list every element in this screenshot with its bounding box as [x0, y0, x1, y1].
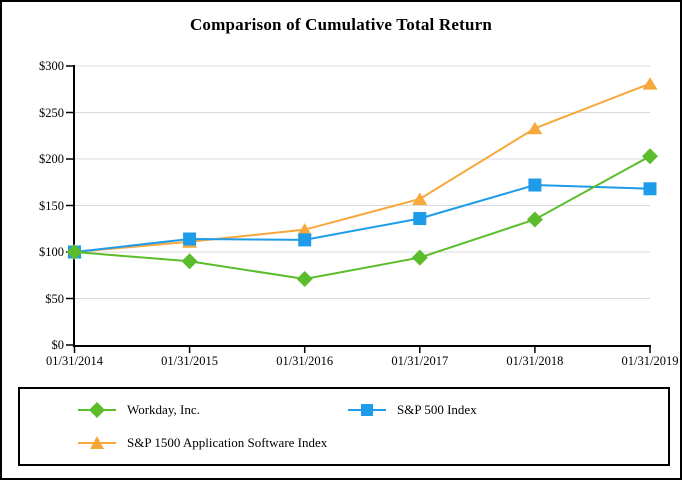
legend-label-sp500: S&P 500 Index	[397, 402, 477, 417]
series-marker-workday-inc	[296, 270, 313, 287]
y-axis-label: $0	[51, 338, 65, 352]
y-axis-label: $150	[39, 198, 64, 213]
x-axis-label: 01/31/2015	[161, 354, 219, 368]
sp500-square-marker-icon	[348, 404, 386, 416]
series-line-s-p-500-index	[74, 184, 651, 253]
series-line-workday-inc	[74, 155, 651, 280]
series-marker-s-p-1500-application-software-index	[412, 192, 428, 205]
series-marker-s-p-1500-application-software-index	[642, 77, 658, 90]
x-axis-label: 01/31/2018	[506, 354, 564, 368]
workday-diamond-marker-icon	[78, 402, 116, 418]
series-marker-s-p-1500-application-software-index	[297, 223, 313, 236]
sp1500-triangle-marker-icon	[78, 436, 116, 449]
y-axis-label: $300	[39, 59, 64, 73]
series-marker-s-p-1500-application-software-index	[527, 121, 543, 135]
series-marker-s-p-500-index	[413, 212, 427, 226]
legend-item-sp1500: S&P 1500 Application Software Index	[77, 434, 477, 452]
series-marker-s-p-500-index	[528, 178, 542, 192]
legend-label-sp1500: S&P 1500 Application Software Index	[127, 435, 328, 450]
series-marker-workday-inc	[411, 249, 428, 266]
legend-label-workday: Workday, Inc.	[127, 402, 200, 417]
series-marker-s-p-500-index	[183, 232, 197, 246]
x-axis-label: 01/31/2014	[46, 354, 103, 368]
x-axis-label: 01/31/2019	[621, 354, 679, 368]
x-axis-label: 01/31/2016	[276, 354, 334, 368]
chart-title: Comparison of Cumulative Total Return	[189, 15, 493, 34]
legend: Workday, Inc. S&P 500 Index S&P 1500 App…	[18, 387, 670, 466]
y-axis-label: $250	[39, 105, 64, 120]
series-line-s-p-1500-application-software-index	[74, 82, 651, 253]
legend-item-sp500: S&P 500 Index	[347, 401, 607, 419]
legend-item-workday: Workday, Inc.	[77, 401, 337, 419]
series-marker-workday-inc	[642, 148, 658, 165]
series-marker-workday-inc	[66, 244, 83, 260]
y-axis-label: $50	[45, 291, 64, 306]
series-marker-s-p-500-index	[298, 233, 312, 247]
x-axis-label: 01/31/2017	[391, 354, 449, 368]
y-axis-label: $100	[39, 245, 64, 259]
series-marker-workday-inc	[181, 253, 198, 270]
y-axis-label: $200	[39, 152, 64, 166]
series-marker-s-p-500-index	[643, 182, 657, 196]
series-marker-workday-inc	[526, 211, 543, 228]
